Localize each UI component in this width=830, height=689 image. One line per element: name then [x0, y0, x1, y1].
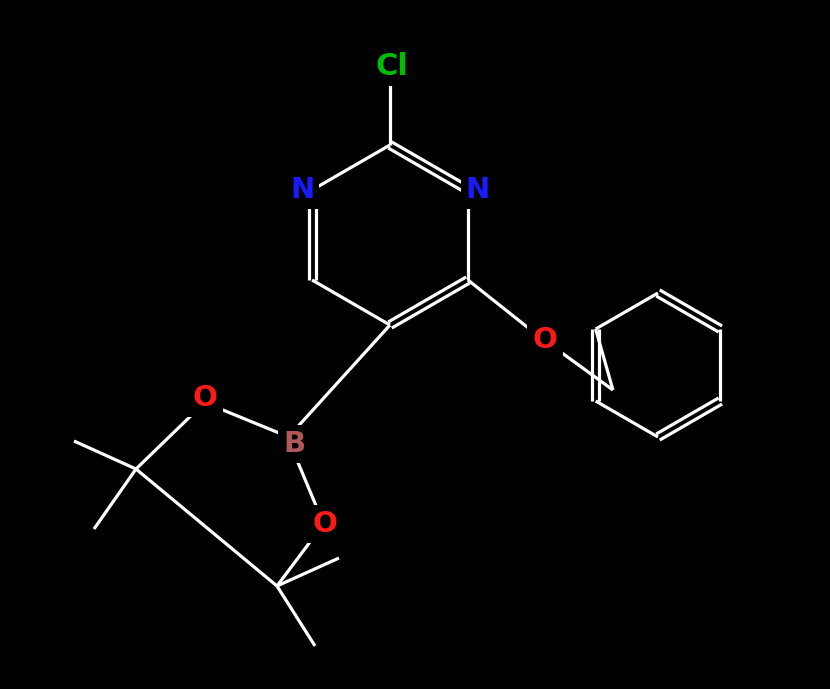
Text: O: O — [313, 510, 338, 538]
Text: Cl: Cl — [375, 52, 408, 81]
Text: O: O — [193, 384, 217, 412]
Text: N: N — [466, 176, 490, 204]
Text: B: B — [283, 430, 305, 458]
Text: O: O — [533, 326, 558, 354]
Text: N: N — [290, 176, 315, 204]
